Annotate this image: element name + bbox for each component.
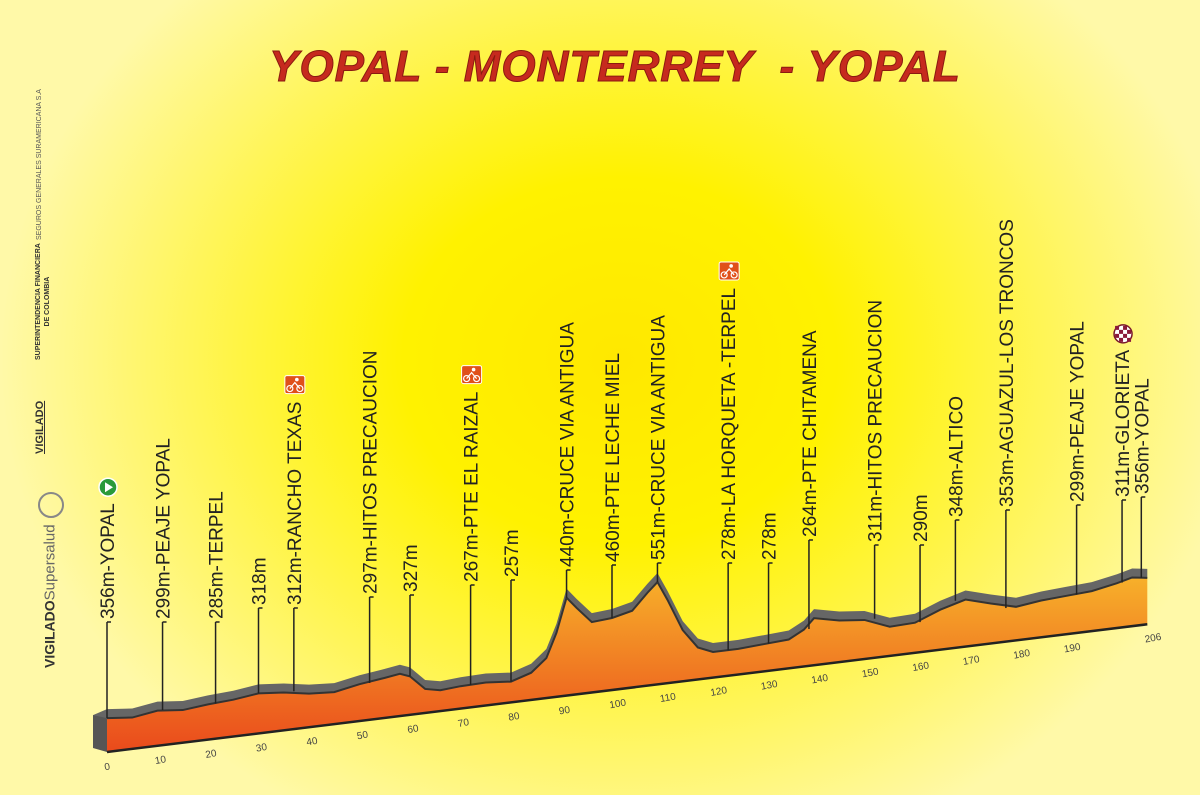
baseline <box>106 623 1148 754</box>
page-title: YOPAL - MONTERREY - YOPAL <box>269 42 961 92</box>
x-tick-label: 130 <box>760 679 779 693</box>
bike-frame-icon <box>466 371 478 379</box>
profile-area <box>107 577 1148 752</box>
x-tick-label: 80 <box>508 711 521 724</box>
waypoint-label: 348m-ALTICO <box>946 396 967 517</box>
checker-square <box>1119 337 1124 342</box>
x-tick-label: 10 <box>154 754 167 767</box>
waypoint-label: 327m <box>401 544 422 592</box>
rider-head-icon <box>471 367 476 372</box>
waypoint-label: 257m <box>502 529 523 577</box>
waypoint-label: 278m-LA HORQUETA -TERPEL <box>719 288 740 560</box>
x-tick-label: 150 <box>861 666 880 680</box>
x-tick-label: 70 <box>457 717 470 730</box>
waypoint-label: 318m <box>250 557 271 605</box>
x-tick-label: 110 <box>659 691 677 705</box>
waypoint-label: 264m-PTE CHITAMENA <box>800 330 821 537</box>
waypoint-label: 311m-GLORIETA <box>1113 350 1134 497</box>
x-tick-label: 206 <box>1144 632 1163 646</box>
waypoint-label: 356m-YOPAL <box>1132 378 1153 494</box>
waypoint-label: 551m-CRUCE VIA ANTIGUA <box>648 315 669 560</box>
x-tick-label: 30 <box>255 742 268 755</box>
x-tick-label: 20 <box>205 748 218 761</box>
waypoint-label: 299m-PEAJE YOPAL <box>1068 321 1089 502</box>
waypoint-label: 297m-HITOS PRECAUCION <box>361 350 382 594</box>
waypoint-label: 356m-YOPAL <box>98 503 119 619</box>
sprint-bike-icon <box>718 261 740 281</box>
x-tick-label: 40 <box>306 736 319 749</box>
checker-square <box>1123 333 1128 338</box>
checker-square <box>1115 333 1120 338</box>
waypoint-label: 440m-CRUCE VIA ANTIGUA <box>558 322 579 567</box>
waypoint-label: 353m-AGUAZUL-LOS TRONCOS <box>997 219 1018 507</box>
x-tick-label: 100 <box>609 697 628 711</box>
waypoint-label: 290m <box>911 494 932 542</box>
x-tick-label: 120 <box>710 685 729 699</box>
bike-frame-icon <box>723 268 735 276</box>
x-tick-label: 170 <box>962 654 981 668</box>
sprint-bike-icon <box>284 375 306 395</box>
bike-wheel-icon <box>473 374 481 383</box>
waypoint-label: 267m-PTE EL RAIZAL <box>462 392 483 582</box>
profile-line <box>106 576 1148 720</box>
checker-square <box>1127 337 1132 342</box>
waypoint-label: 278m <box>760 512 781 560</box>
x-tick-label: 180 <box>1013 648 1032 662</box>
bike-wheel-icon <box>730 271 738 279</box>
x-tick-label: 90 <box>558 705 571 718</box>
bike-wheel-icon <box>463 374 471 383</box>
x-tick-label: 60 <box>407 723 420 736</box>
bike-frame-icon <box>289 381 301 389</box>
x-tick-label: 190 <box>1063 642 1082 656</box>
waypoint-label: 299m-PEAJE YOPAL <box>154 438 175 619</box>
bike-wheel-icon <box>720 271 728 279</box>
waypoint-label: 312m-RANCHO TEXAS <box>285 402 306 605</box>
start-play-icon <box>105 482 113 493</box>
x-tick-label: 160 <box>912 660 931 674</box>
sprint-bike-icon <box>461 365 483 385</box>
bike-wheel-icon <box>286 384 294 393</box>
x-tick-label: 140 <box>811 673 830 687</box>
checker-square <box>1115 325 1120 330</box>
profile-side <box>93 715 107 752</box>
checker-square <box>1123 325 1128 330</box>
rider-head-icon <box>729 264 733 268</box>
waypoint-label: 311m-HITOS PRECAUCION <box>866 300 887 542</box>
x-tick-label: 0 <box>104 761 112 773</box>
checker-square <box>1119 329 1124 334</box>
waypoint-label: 285m-TERPEL <box>207 491 228 619</box>
rider-head-icon <box>295 377 299 382</box>
x-tick-label: 50 <box>356 729 369 742</box>
bike-wheel-icon <box>296 384 304 393</box>
checker-square <box>1127 329 1132 334</box>
waypoint-label: 460m-PTE LECHE MIEL <box>603 353 624 562</box>
